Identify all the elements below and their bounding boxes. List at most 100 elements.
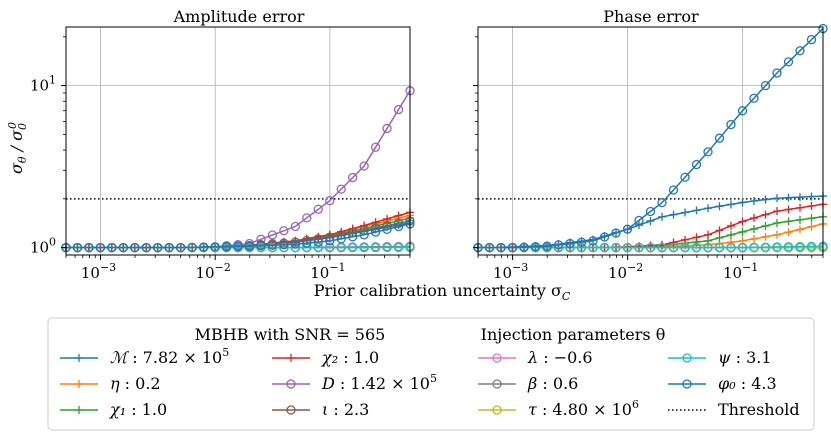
data-point-phi0 <box>141 242 151 253</box>
legend-marker <box>75 406 83 414</box>
data-point-chi2 <box>681 235 689 244</box>
legend-label-tau: τ : 4.80 × 106 <box>528 398 639 419</box>
data-point-phi0 <box>107 242 117 253</box>
data-point-psi <box>267 242 278 253</box>
data-point-chi2 <box>796 203 804 212</box>
x-tick-label: 10−1 <box>723 261 758 282</box>
data-point-phi0 <box>198 242 209 252</box>
data-point-phi0 <box>84 242 94 253</box>
data-point-phi0 <box>153 242 163 253</box>
data-point-M <box>761 195 770 204</box>
data-point-phi0 <box>783 57 794 67</box>
data-point-phi0 <box>484 242 495 253</box>
y-axis-label: σθ / σ00 <box>6 122 29 174</box>
data-point-iota <box>302 235 312 246</box>
legend-label-psi: ψ : 3.1 <box>718 348 772 367</box>
data-point-psi <box>599 242 610 253</box>
data-point-phi0 <box>130 242 140 253</box>
data-point-chi1 <box>715 233 724 242</box>
data-point-M <box>646 216 655 225</box>
data-point-phi0 <box>382 224 392 235</box>
data-point-phi0 <box>565 238 575 249</box>
data-point-phi0 <box>691 159 702 170</box>
data-point-chi1 <box>738 227 747 236</box>
data-point-M <box>727 200 735 209</box>
data-point-phi0 <box>290 239 300 249</box>
legend-label-beta: β : 0.6 <box>527 374 578 393</box>
legend-label-lambda: λ : −0.6 <box>527 348 593 367</box>
data-point-phi0 <box>244 241 255 251</box>
data-point-psi <box>313 242 323 253</box>
legend-title-left: MBHB with SNR = 565 <box>195 325 386 344</box>
data-point-M <box>807 192 816 201</box>
data-point-phi0 <box>714 133 725 143</box>
data-point-psi <box>588 242 598 253</box>
y-tick-label: 100 <box>30 236 56 257</box>
data-point-D <box>302 213 312 223</box>
data-point-chi2 <box>784 205 793 214</box>
data-point-chi2 <box>773 207 781 216</box>
phase-error-title: Phase error <box>603 7 699 26</box>
data-point-psi <box>749 242 759 253</box>
data-point-psi <box>783 242 794 252</box>
x-tick-label: 10−2 <box>608 261 643 282</box>
data-point-chi2 <box>750 214 758 223</box>
series-line-psi <box>478 245 824 249</box>
data-point-M <box>738 198 747 207</box>
data-point-psi <box>634 242 644 253</box>
data-point-psi <box>325 242 335 253</box>
x-axis-label: Prior calibration uncertainty σC <box>314 281 571 303</box>
series-line-D <box>66 90 411 249</box>
data-point-D <box>370 142 381 152</box>
data-point-phi0 <box>267 240 278 250</box>
legend-entry-iota: ι : 2.3 <box>272 400 369 419</box>
legend-box <box>47 317 815 431</box>
legend-entry-chi1: χ₁ : 1.0 <box>60 400 167 419</box>
data-point-chi1 <box>784 217 793 226</box>
data-point-chi2 <box>715 226 724 235</box>
amplitude-error-title: Amplitude error <box>173 7 305 26</box>
data-point-D <box>348 172 358 183</box>
data-point-psi <box>668 242 679 253</box>
data-point-phi0 <box>542 241 552 251</box>
data-point-chi1 <box>796 215 804 224</box>
legend-entry-beta: β : 0.6 <box>478 374 578 393</box>
data-point-phi0 <box>302 238 312 248</box>
series-phi0 <box>473 23 828 253</box>
data-point-chi1 <box>750 224 758 233</box>
legend-marker <box>492 353 502 363</box>
data-point-phi0 <box>611 228 621 238</box>
legend-label-iota: ι : 2.3 <box>322 400 369 419</box>
data-point-psi <box>393 242 404 252</box>
data-point-psi <box>703 242 713 253</box>
data-point-phi0 <box>634 215 644 226</box>
data-point-phi0 <box>680 172 690 182</box>
data-point-D <box>290 221 300 232</box>
data-point-phi0 <box>187 242 197 253</box>
legend-label-M: ℳ : 7.82 × 105 <box>110 346 229 367</box>
legend-marker <box>75 380 83 388</box>
data-point-psi <box>553 242 564 253</box>
data-point-phi0 <box>599 232 610 242</box>
data-point-phi0 <box>588 236 598 246</box>
data-point-chi1 <box>727 230 735 239</box>
data-point-phi0 <box>164 242 174 253</box>
amplitude-plot-frame <box>65 26 411 256</box>
data-point-phi0 <box>359 230 369 240</box>
data-point-phi0 <box>72 242 83 253</box>
data-point-M <box>658 212 666 221</box>
data-point-psi <box>645 242 656 253</box>
data-point-phi0 <box>221 242 232 252</box>
data-point-M <box>773 194 781 203</box>
data-point-phi0 <box>95 242 106 253</box>
data-point-chi1 <box>807 214 816 223</box>
data-point-phi0 <box>530 242 541 252</box>
data-point-M <box>635 221 643 230</box>
data-point-D <box>313 204 323 214</box>
legend-marker <box>682 379 692 389</box>
data-point-phi0 <box>795 46 805 56</box>
data-point-psi <box>611 242 621 253</box>
data-point-M <box>692 206 701 215</box>
data-point-phi0 <box>553 240 564 250</box>
